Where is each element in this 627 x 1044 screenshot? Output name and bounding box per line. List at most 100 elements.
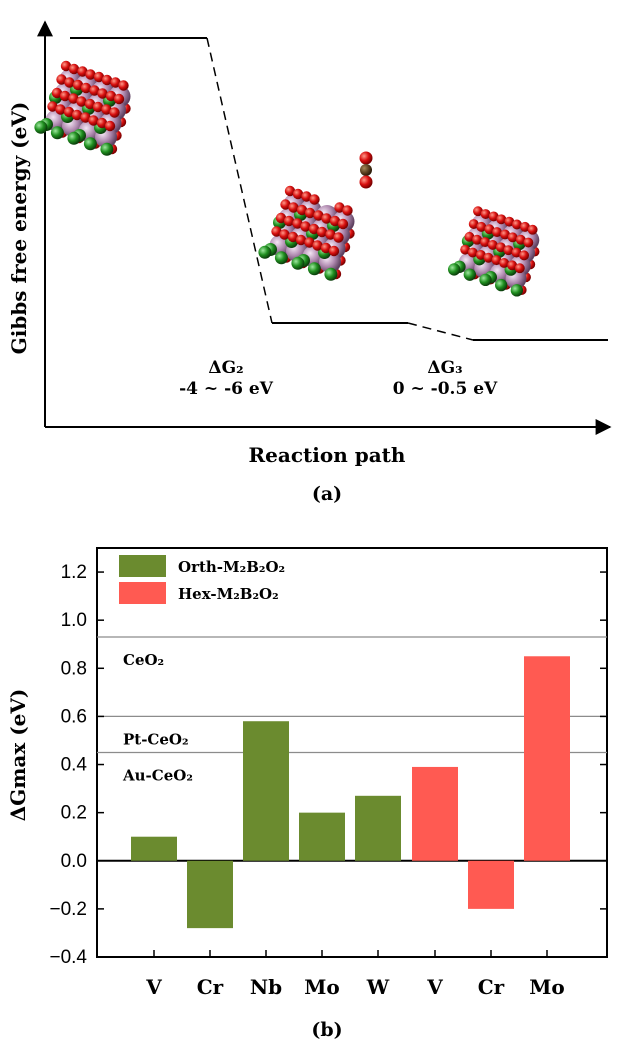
boron-atom [479,273,492,287]
bar-v [131,836,177,861]
oxygen-atom [64,77,75,88]
oxygen-atom [51,87,63,99]
bar-nb [243,721,289,861]
bars [131,656,570,929]
oxygen-atom [312,240,323,251]
oxygen-atom [309,194,320,205]
oxygen-atom [337,218,349,230]
panel-a: Gibbs free energy (eV) Reaction path (a)… [7,20,612,505]
oxygen-atom [76,96,87,107]
oxygen-atom [483,252,494,263]
x-tick-label: V [426,975,443,999]
oxygen-atom [342,205,353,216]
oxygen-atom [279,229,290,240]
panel-a-xlabel: Reaction path [249,443,406,467]
oxygen-atom [97,88,108,99]
boron-atom [324,267,338,281]
boron-atom [258,245,272,259]
oxygen-atom [527,224,538,235]
structure-co2-molecule [359,151,373,189]
oxygen-atom [334,202,345,213]
oxygen-atom [280,199,291,210]
oxygen-atom [63,106,75,118]
oxygen-atom [271,226,282,237]
oxygen-atom [321,213,332,224]
x-tick-label: Mo [529,975,564,999]
oxygen-atom [503,245,514,256]
oxygen-atom [105,90,117,102]
oxygen-atom [56,74,67,85]
y-axis-ticks: −0.4 −0.2 0.0 0.2 0.4 0.6 0.8 1.0 1.2 [49,562,607,968]
oxygen-atom [512,219,522,230]
oxygen-atom [480,209,491,219]
y-tick-label: 1.0 [61,610,87,631]
legend-swatch [119,582,166,604]
step-range: 0 ~ -0.5 eV [393,379,498,399]
oxygen-atom [467,247,478,258]
oxygen-atom [520,221,530,232]
oxygen-atom [296,204,308,216]
oxygen-atom [507,232,518,243]
step-delta-g3: ΔG₃ 0 ~ -0.5 eV [393,358,498,399]
oxygen-atom [104,120,116,132]
oxygen-atom [59,90,71,102]
oxygen-atom [93,71,105,83]
structure-slab-initial [34,60,131,156]
bar-w [355,795,401,861]
oxygen-atom [113,93,125,105]
oxygen-atom [80,112,91,123]
x-tick-label: Cr [478,975,505,999]
oxygen-atom [301,191,312,202]
oxygen-atom [472,234,482,245]
oxygen-atom [77,66,88,77]
oxygen-atom [68,93,79,104]
y-tick-label: 0.4 [61,755,88,776]
oxygen-atom [491,255,502,266]
panel-a-ylabel: Gibbs free energy (eV) [7,102,31,355]
oxygen-atom [495,242,506,253]
oxygen-atom [329,215,341,227]
oxygen-atom [460,244,471,255]
oxygen-atom [320,242,332,254]
boron-atom [510,284,524,297]
oxygen-atom [308,223,320,235]
oxygen-atom [511,247,522,258]
oxygen-atom [484,224,495,235]
step-range: -4 ~ -6 eV [179,379,274,399]
oxygen-atom [473,206,483,217]
oxygen-atom [287,231,299,243]
y-tick-label: −0.2 [49,899,87,920]
reference-line-label: Pt-CeO₂ [123,730,189,748]
oxygen-atom [68,63,80,75]
step-label: ΔG₃ [427,358,462,378]
carbon-atom [360,164,372,176]
oxygen-atom [313,210,324,221]
oxygen-atom [55,104,66,115]
bar-cr [187,860,233,929]
oxygen-atom [118,80,129,91]
reference-line-label: Au-CeO₂ [122,767,193,785]
oxygen-atom [316,226,328,238]
boron-atom [50,126,64,140]
oxygen-atom [496,214,507,225]
bar-cr [468,860,514,909]
oxygen-atom [80,82,92,94]
oxygen-atom [487,239,498,250]
structure-slab-final [447,206,540,297]
oxygen-atom [504,216,515,227]
oxygen-atom [284,185,296,197]
oxygen-atom [101,74,113,86]
oxygen-atom [101,104,112,115]
structure-slab-intermediate [258,185,355,281]
energy-connector-1 [206,37,273,324]
oxygen-atom [475,249,486,260]
oxygen-atom [88,115,99,126]
legend-swatch [119,555,166,577]
bar-mo [524,656,570,861]
boron-atom [83,137,97,151]
y-tick-label: 0.0 [61,851,87,872]
y-tick-label: 0.6 [61,706,87,727]
oxygen-atom [292,218,303,229]
boron-atom [307,262,321,276]
legend-label: Orth-M₂B₂O₂ [178,558,285,576]
